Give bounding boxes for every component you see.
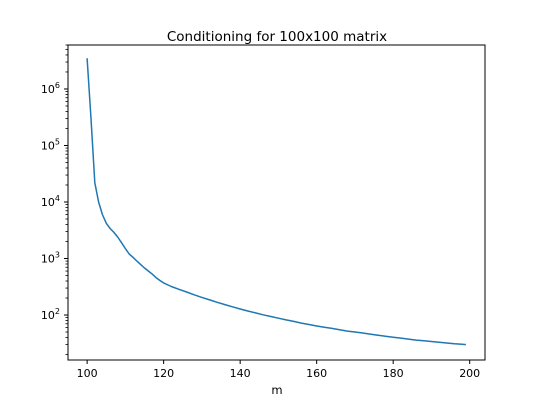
y-tick-base: 10: [41, 83, 55, 96]
y-tick-label: 106: [41, 81, 60, 96]
series-layer: [86, 58, 466, 346]
y-tick-exponent: 5: [55, 137, 60, 146]
x-tick-label: 100: [77, 367, 98, 380]
x-tick-label: 160: [306, 367, 327, 380]
plot-area-frame: [67, 44, 486, 361]
y-tick-exponent: 2: [55, 307, 60, 316]
y-tick-exponent: 6: [55, 81, 60, 90]
y-tick-label: 102: [41, 307, 60, 322]
x-tick-label: 180: [383, 367, 404, 380]
y-tick-label: 105: [41, 137, 60, 152]
y-tick-base: 10: [41, 253, 55, 266]
series-line: [86, 58, 466, 346]
x-tick-label: 200: [459, 367, 480, 380]
x-axis: 100 120 140 160 180 200: [77, 360, 480, 380]
x-tick-label: 120: [153, 367, 174, 380]
y-tick-exponent: 4: [55, 194, 60, 203]
y-tick-base: 10: [41, 309, 55, 322]
chart-title: Conditioning for 100x100 matrix: [167, 29, 387, 45]
y-tick-label: 104: [41, 194, 60, 209]
y-tick-base: 10: [41, 196, 55, 209]
y-tick-label: 103: [41, 251, 60, 266]
x-axis-label: m: [271, 383, 282, 397]
y-tick-exponent: 3: [55, 251, 60, 260]
y-tick-base: 10: [41, 139, 55, 152]
x-tick-label: 140: [230, 367, 251, 380]
